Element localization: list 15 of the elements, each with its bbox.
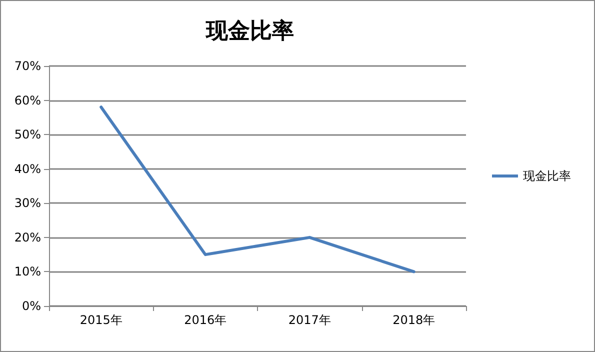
y-tick-label: 60% [14, 93, 41, 108]
y-tick-label: 40% [14, 162, 41, 176]
x-tick-label: 2015年 [80, 313, 122, 327]
legend-label: 现金比率 [523, 169, 571, 183]
chart-title: 现金比率 [205, 18, 294, 44]
y-tick-label: 10% [14, 264, 41, 279]
x-tick-label: 2018年 [392, 313, 436, 327]
x-tick-label: 2017年 [288, 313, 331, 327]
y-tick-label: 0% [22, 299, 41, 313]
y-tick-label: 30% [14, 196, 41, 210]
line-series [100, 106, 416, 274]
x-tick-label: 2016年 [184, 313, 227, 327]
y-tick-label: 70% [14, 59, 41, 73]
y-tick-label: 50% [14, 128, 41, 142]
y-tick-label: 20% [14, 230, 41, 244]
